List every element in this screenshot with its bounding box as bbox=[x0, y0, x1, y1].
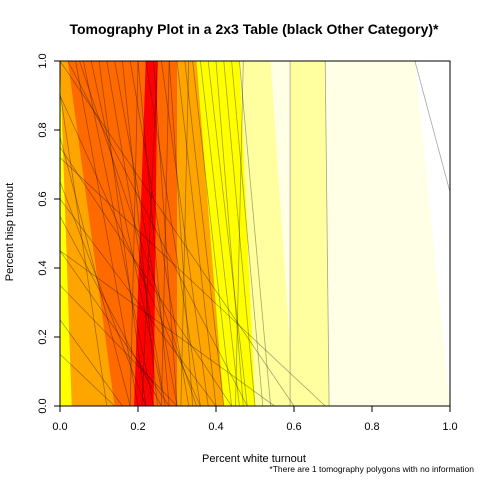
tomography-line bbox=[239, 60, 271, 407]
tomography-line bbox=[180, 60, 190, 407]
tomography-line bbox=[200, 60, 240, 407]
tomography-line bbox=[161, 60, 170, 407]
chart-title: Tomography Plot in a 2x3 Table (black Ot… bbox=[69, 21, 439, 37]
tomography-line bbox=[59, 250, 275, 407]
tomography-line bbox=[324, 60, 330, 407]
tomography-line bbox=[231, 60, 264, 407]
tomography-line bbox=[59, 198, 217, 407]
tomography-lines bbox=[59, 60, 451, 407]
y-tick-label: 0.0 bbox=[37, 398, 49, 413]
tomography-line bbox=[59, 91, 108, 407]
x-axis-label: Percent white turnout bbox=[202, 453, 306, 465]
tomography-line bbox=[79, 60, 197, 407]
tomography-line bbox=[67, 60, 248, 407]
x-axis: 0.0 0.2 0.4 0.6 0.8 1.0 bbox=[52, 406, 458, 433]
tomography-line bbox=[75, 60, 139, 407]
density-bands bbox=[60, 61, 450, 406]
tomography-line bbox=[59, 95, 201, 407]
tomography-line bbox=[59, 147, 232, 407]
density-band-1 bbox=[290, 61, 330, 406]
tomography-line bbox=[137, 60, 170, 407]
x-tick-label: 0.2 bbox=[130, 421, 145, 433]
tomography-line bbox=[223, 60, 256, 407]
tomography-line bbox=[184, 60, 225, 407]
tomography-line bbox=[59, 157, 326, 407]
tomography-line bbox=[207, 60, 248, 407]
tomography-line bbox=[414, 60, 451, 193]
tomography-line bbox=[176, 60, 217, 407]
tomography-line bbox=[129, 60, 139, 407]
tomography-line bbox=[98, 60, 147, 407]
y-tick-label: 0.8 bbox=[37, 122, 49, 137]
tomography-line bbox=[59, 136, 131, 407]
x-tick-label: 0.8 bbox=[364, 421, 379, 433]
tomography-line bbox=[59, 284, 178, 407]
x-tick-label: 1.0 bbox=[442, 421, 457, 433]
y-axis: 0.0 0.2 0.4 0.6 0.8 1.0 bbox=[37, 53, 60, 414]
tomography-line bbox=[114, 60, 178, 407]
tomography-line bbox=[129, 60, 190, 407]
x-tick-label: 0.0 bbox=[52, 421, 67, 433]
y-tick-label: 0.2 bbox=[37, 329, 49, 344]
tomography-line bbox=[90, 60, 162, 389]
density-band-6 bbox=[134, 61, 158, 406]
plot-frame bbox=[59, 60, 451, 407]
x-tick-label: 0.4 bbox=[208, 421, 223, 433]
tomography-line bbox=[59, 250, 170, 407]
tomography-line bbox=[59, 353, 115, 407]
x-tick-label: 0.6 bbox=[286, 421, 301, 433]
tomography-line bbox=[235, 60, 244, 407]
tomography-line bbox=[141, 60, 158, 407]
tomography-line bbox=[122, 60, 158, 407]
tomography-line bbox=[83, 60, 154, 407]
tomography-line bbox=[215, 60, 244, 407]
tomography-line bbox=[59, 60, 295, 407]
y-tick-label: 0.6 bbox=[37, 191, 49, 206]
tomography-line bbox=[59, 216, 162, 407]
footnote: *There are 1 tomography polygons with no… bbox=[269, 464, 474, 474]
tomography-line bbox=[161, 60, 209, 407]
tomography-line bbox=[153, 60, 178, 407]
tomography-line bbox=[59, 181, 147, 407]
tomography-line bbox=[168, 60, 193, 407]
tomography-line bbox=[106, 60, 166, 407]
tomography-line bbox=[192, 60, 232, 407]
y-axis-label: Percent hisp turnout bbox=[4, 183, 16, 281]
tomography-line bbox=[59, 319, 123, 407]
tomography-line bbox=[145, 60, 201, 407]
y-tick-label: 1.0 bbox=[37, 53, 49, 68]
y-tick-label: 0.4 bbox=[37, 260, 49, 275]
